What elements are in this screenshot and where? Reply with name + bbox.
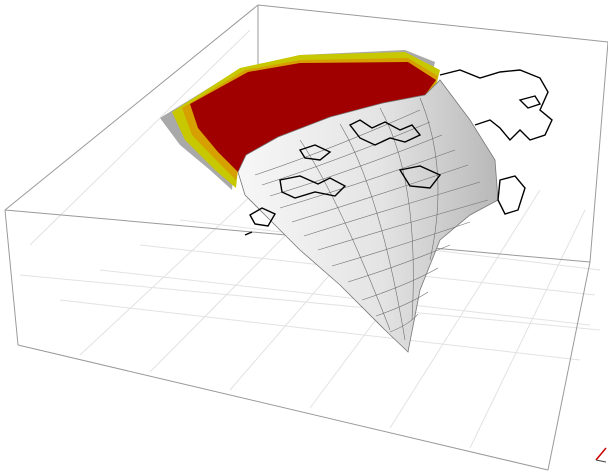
contours	[254, 97, 489, 341]
axis-triad	[595, 447, 607, 463]
coastlines	[244, 69, 553, 236]
slab-surface	[160, 50, 553, 353]
